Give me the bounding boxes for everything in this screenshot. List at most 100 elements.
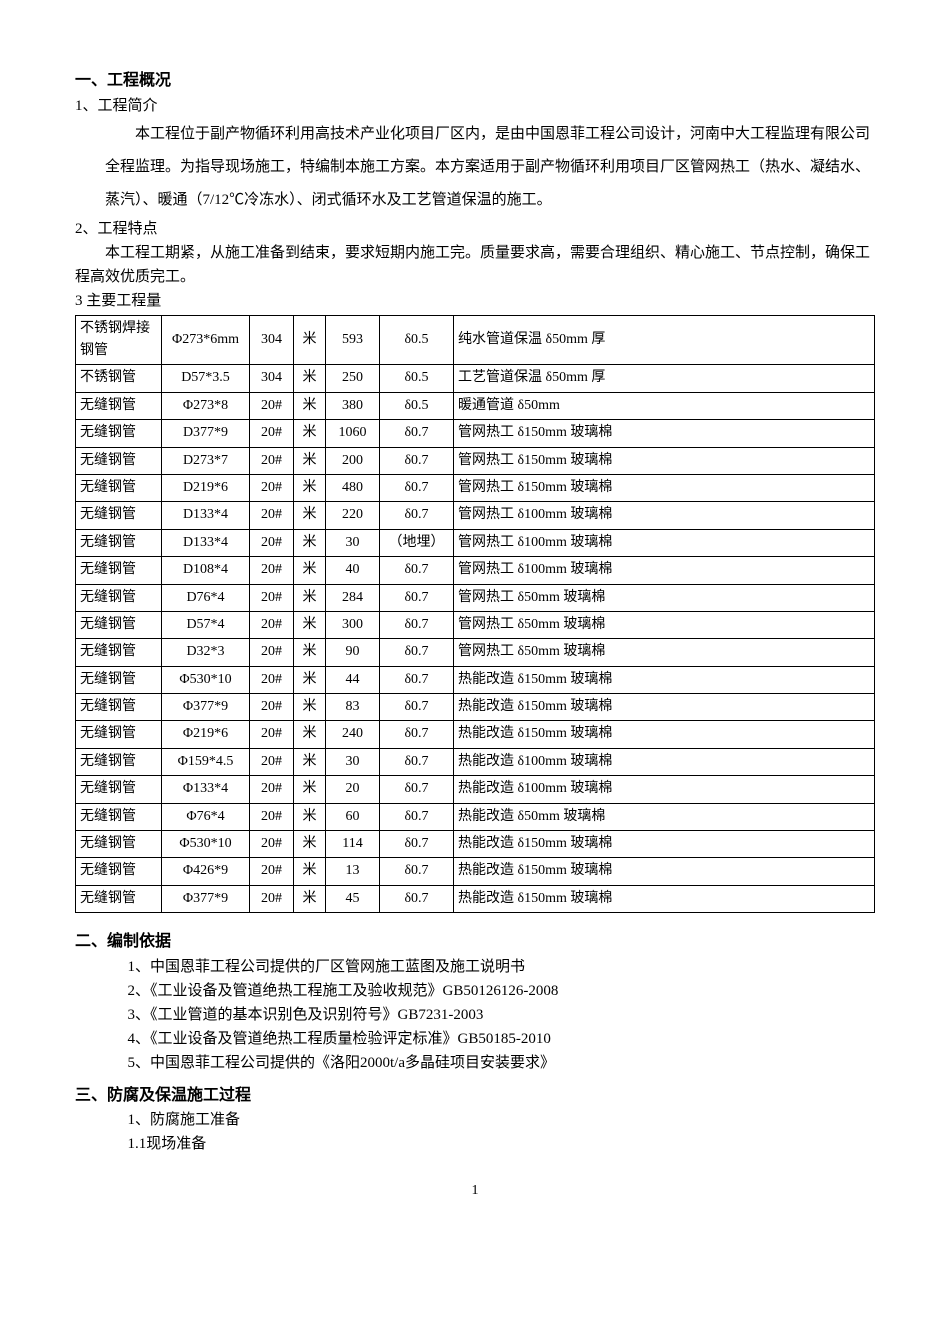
table-cell: δ0.7 (380, 447, 454, 474)
table-cell: 无缝钢管 (76, 529, 162, 556)
table-row: 无缝钢管Φ159*4.520#米30δ0.7热能改造 δ100mm 玻璃棉 (76, 748, 875, 775)
table-cell: 米 (294, 502, 326, 529)
table-row: 无缝钢管D108*420#米40δ0.7管网热工 δ100mm 玻璃棉 (76, 557, 875, 584)
table-cell: 1060 (326, 420, 380, 447)
table-row: 不锈钢管D57*3.5304米250δ0.5工艺管道保温 δ50mm 厚 (76, 365, 875, 392)
table-row: 无缝钢管Φ530*1020#米114δ0.7热能改造 δ150mm 玻璃棉 (76, 831, 875, 858)
table-cell: δ0.7 (380, 420, 454, 447)
table-cell: 米 (294, 611, 326, 638)
table-cell: 220 (326, 502, 380, 529)
table-row: 无缝钢管Φ377*920#米45δ0.7热能改造 δ150mm 玻璃棉 (76, 885, 875, 912)
table-cell: 304 (250, 315, 294, 365)
table-cell: 284 (326, 584, 380, 611)
section1-item2-para: 本工程工期紧，从施工准备到结束，要求短期内施工完。质量要求高，需要合理组织、精心… (75, 241, 875, 289)
table-cell: 米 (294, 694, 326, 721)
table-cell: 热能改造 δ150mm 玻璃棉 (454, 858, 875, 885)
page-number: 1 (75, 1180, 875, 1202)
table-cell: D219*6 (162, 474, 250, 501)
table-cell: 无缝钢管 (76, 611, 162, 638)
table-cell: Φ219*6 (162, 721, 250, 748)
section3-heading: 三、防腐及保温施工过程 (75, 1083, 875, 1109)
section2-item-1: 1、中国恩菲工程公司提供的厂区管网施工蓝图及施工说明书 (128, 955, 876, 979)
table-cell: 20# (250, 529, 294, 556)
table-cell: δ0.7 (380, 885, 454, 912)
table-cell: 40 (326, 557, 380, 584)
table-row: 无缝钢管Φ530*1020#米44δ0.7热能改造 δ150mm 玻璃棉 (76, 666, 875, 693)
table-row: 无缝钢管Φ377*920#米83δ0.7热能改造 δ150mm 玻璃棉 (76, 694, 875, 721)
table-cell: 无缝钢管 (76, 639, 162, 666)
table-cell: 热能改造 δ50mm 玻璃棉 (454, 803, 875, 830)
table-cell: 管网热工 δ100mm 玻璃棉 (454, 557, 875, 584)
table-cell: 工艺管道保温 δ50mm 厚 (454, 365, 875, 392)
table-cell: Φ273*8 (162, 392, 250, 419)
table-cell: δ0.5 (380, 315, 454, 365)
table-cell: δ0.7 (380, 611, 454, 638)
table-cell: 不锈钢焊接钢管 (76, 315, 162, 365)
table-cell: 米 (294, 666, 326, 693)
table-cell: 管网热工 δ150mm 玻璃棉 (454, 474, 875, 501)
table-cell: δ0.5 (380, 392, 454, 419)
table-cell: 无缝钢管 (76, 831, 162, 858)
table-cell: 米 (294, 858, 326, 885)
table-cell: 米 (294, 474, 326, 501)
table-cell: 无缝钢管 (76, 885, 162, 912)
table-cell: Φ377*9 (162, 885, 250, 912)
table-cell: 480 (326, 474, 380, 501)
table-cell: 无缝钢管 (76, 694, 162, 721)
table-cell: 250 (326, 365, 380, 392)
table-cell: 热能改造 δ150mm 玻璃棉 (454, 831, 875, 858)
table-cell: 管网热工 δ100mm 玻璃棉 (454, 502, 875, 529)
table-cell: 热能改造 δ150mm 玻璃棉 (454, 694, 875, 721)
table-cell: δ0.7 (380, 776, 454, 803)
table-cell: 无缝钢管 (76, 557, 162, 584)
table-cell: 无缝钢管 (76, 420, 162, 447)
table-cell: 20# (250, 721, 294, 748)
table-cell: δ0.7 (380, 666, 454, 693)
table-cell: 无缝钢管 (76, 666, 162, 693)
table-cell: 米 (294, 420, 326, 447)
table-cell: 热能改造 δ100mm 玻璃棉 (454, 776, 875, 803)
table-cell: 无缝钢管 (76, 748, 162, 775)
table-cell: 44 (326, 666, 380, 693)
section2-item-2: 2、《工业设备及管道绝热工程施工及验收规范》GB50126126-2008 (128, 979, 876, 1003)
table-cell: Φ133*4 (162, 776, 250, 803)
table-cell: D377*9 (162, 420, 250, 447)
table-cell: 60 (326, 803, 380, 830)
table-row: 无缝钢管D76*420#米284δ0.7管网热工 δ50mm 玻璃棉 (76, 584, 875, 611)
table-cell: δ0.7 (380, 803, 454, 830)
table-cell: δ0.7 (380, 748, 454, 775)
section1-item1-para: 本工程位于副产物循环利用高技术产业化项目厂区内，是由中国恩菲工程公司设计，河南中… (105, 118, 875, 217)
table-row: 无缝钢管Φ273*820#米380δ0.5暖通管道 δ50mm (76, 392, 875, 419)
table-cell: 无缝钢管 (76, 502, 162, 529)
table-cell: 热能改造 δ150mm 玻璃棉 (454, 721, 875, 748)
table-cell: δ0.7 (380, 858, 454, 885)
table-cell: 20# (250, 639, 294, 666)
table-row: 无缝钢管D32*320#米90δ0.7管网热工 δ50mm 玻璃棉 (76, 639, 875, 666)
table-cell: 20# (250, 392, 294, 419)
table-cell: 米 (294, 776, 326, 803)
table-cell: 380 (326, 392, 380, 419)
table-cell: δ0.7 (380, 557, 454, 584)
table-cell: D76*4 (162, 584, 250, 611)
table-cell: 无缝钢管 (76, 803, 162, 830)
table-cell: 20# (250, 694, 294, 721)
table-cell: 30 (326, 529, 380, 556)
table-cell: 米 (294, 885, 326, 912)
table-cell: 20# (250, 502, 294, 529)
table-cell: D133*4 (162, 502, 250, 529)
table-cell: 热能改造 δ100mm 玻璃棉 (454, 748, 875, 775)
table-cell: 83 (326, 694, 380, 721)
table-cell: 20# (250, 611, 294, 638)
table-cell: 米 (294, 392, 326, 419)
table-cell: 米 (294, 365, 326, 392)
table-cell: 20# (250, 831, 294, 858)
table-cell: 管网热工 δ100mm 玻璃棉 (454, 529, 875, 556)
table-cell: 20# (250, 420, 294, 447)
table-cell: 200 (326, 447, 380, 474)
table-cell: D133*4 (162, 529, 250, 556)
table-cell: 240 (326, 721, 380, 748)
table-cell: 13 (326, 858, 380, 885)
table-cell: δ0.7 (380, 639, 454, 666)
section2-item-3: 3、《工业管道的基本识别色及识别符号》GB7231-2003 (128, 1003, 876, 1027)
quantity-table: 不锈钢焊接钢管Φ273*6mm304米593δ0.5纯水管道保温 δ50mm 厚… (75, 315, 875, 914)
